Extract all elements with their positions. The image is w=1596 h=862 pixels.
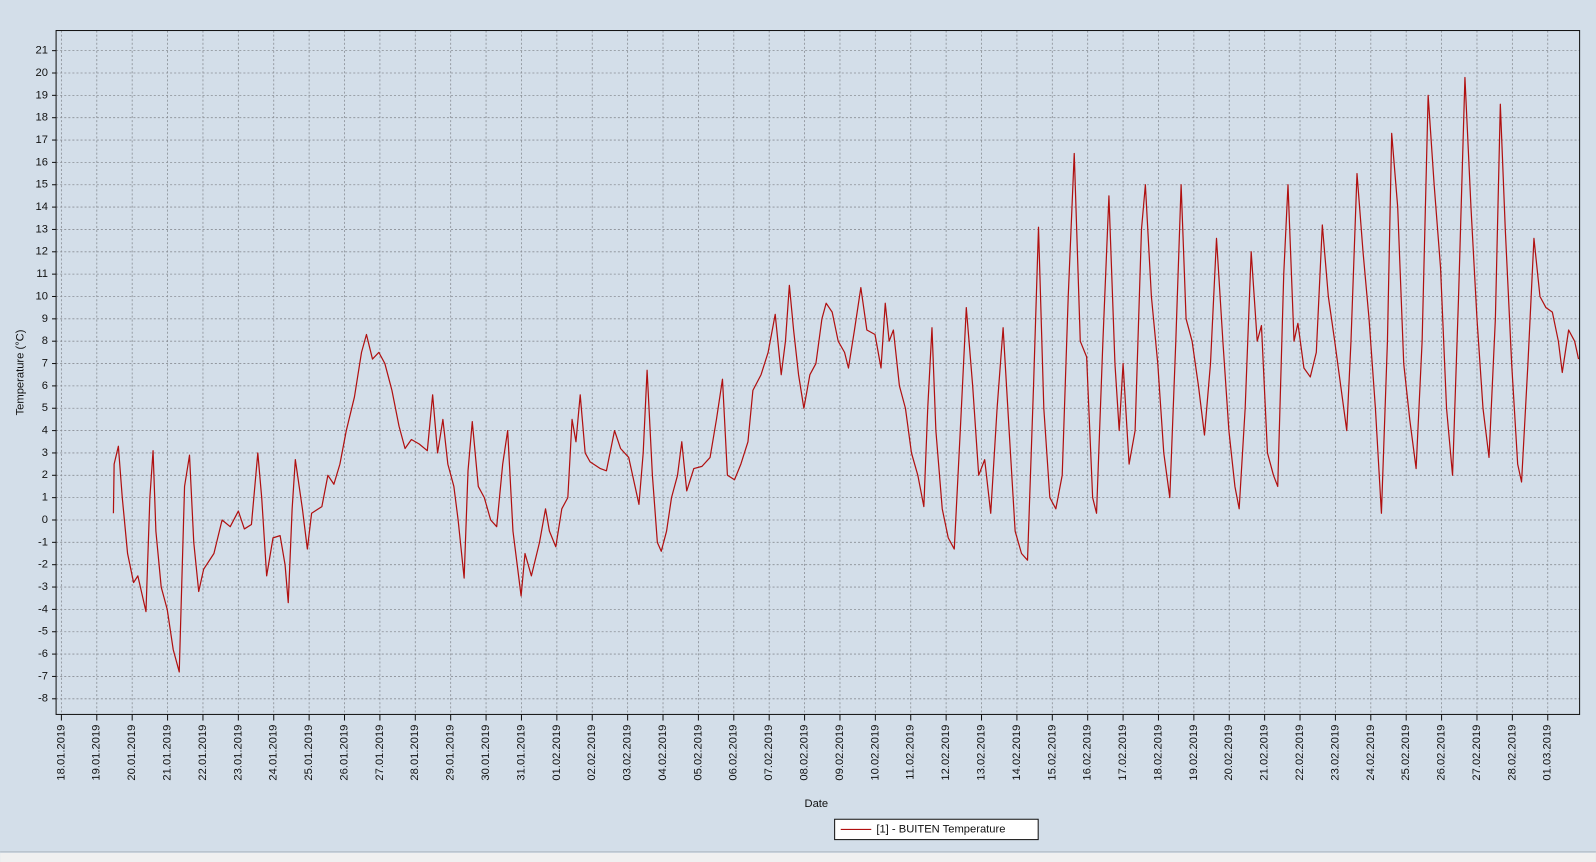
x-tick-label: 05.02.2019 [692,725,704,781]
x-tick-label: 13.02.2019 [975,725,987,781]
x-tick-label: 22.01.2019 [197,725,209,781]
x-tick-label: 19.02.2019 [1188,725,1200,781]
y-tick-label: 15 [35,179,47,191]
y-tick-label: 2 [42,469,48,481]
axis-labels: -8-7-6-5-4-3-2-1012345678910111213141516… [35,45,1553,781]
x-tick-label: 25.02.2019 [1400,725,1412,781]
x-tick-label: 26.01.2019 [338,725,350,781]
y-tick-label: 12 [35,246,47,258]
y-tick-label: 9 [42,313,48,325]
x-tick-label: 29.01.2019 [445,725,457,781]
x-axis-title: Date [804,798,828,810]
x-tick-label: 09.02.2019 [834,725,846,781]
legend: [1] - BUITEN Temperature [834,818,1039,841]
x-tick-label: 17.02.2019 [1117,725,1129,781]
x-tick-label: 28.01.2019 [409,725,421,781]
y-tick-label: 1 [42,492,48,504]
x-tick-label: 23.02.2019 [1329,725,1341,781]
x-tick-label: 19.01.2019 [91,725,103,781]
x-tick-label: 06.02.2019 [728,725,740,781]
x-tick-label: 24.02.2019 [1365,725,1377,781]
y-tick-label: 20 [35,67,47,79]
plot [112,76,1580,673]
x-tick-label: 24.01.2019 [268,725,280,781]
plot-frame [55,30,1581,715]
y-tick-label: 21 [35,45,47,57]
x-tick-label: 28.02.2019 [1506,725,1518,781]
x-tick-label: 23.01.2019 [232,725,244,781]
y-axis-title: Temperature (°C) [14,329,26,415]
x-tick-label: 27.02.2019 [1471,725,1483,781]
x-tick-label: 31.01.2019 [515,725,527,781]
y-tick-label: -5 [38,626,48,638]
x-tick-label: 21.01.2019 [162,725,174,781]
y-tick-label: 5 [42,402,48,414]
x-tick-label: 15.02.2019 [1046,725,1058,781]
x-tick-label: 18.02.2019 [1152,725,1164,781]
x-tick-label: 04.02.2019 [657,725,669,781]
y-tick-label: -4 [38,603,48,615]
y-tick-label: 7 [42,357,48,369]
x-tick-label: 20.01.2019 [126,725,138,781]
y-tick-label: -2 [38,559,48,571]
status-bar [0,852,1596,862]
x-tick-label: 08.02.2019 [799,725,811,781]
y-tick-label: 4 [42,425,48,437]
y-tick-label: 19 [35,89,47,101]
y-tick-label: -1 [38,536,48,548]
y-tick-label: 13 [35,223,47,235]
x-tick-label: 21.02.2019 [1259,725,1271,781]
x-tick-label: 10.02.2019 [869,725,881,781]
y-tick-label: 14 [35,201,47,213]
x-tick-label: 27.01.2019 [374,725,386,781]
x-tick-label: 02.02.2019 [586,725,598,781]
data-line [112,76,1580,673]
x-tick-label: 22.02.2019 [1294,725,1306,781]
y-tick-label: 17 [35,134,47,146]
x-tick-label: 18.01.2019 [55,725,67,781]
y-tick-label: 3 [42,447,48,459]
y-tick-label: 6 [42,380,48,392]
x-tick-label: 26.02.2019 [1436,725,1448,781]
x-tick-label: 01.03.2019 [1542,725,1554,781]
y-tick-label: 8 [42,335,48,347]
y-tick-label: -3 [38,581,48,593]
y-tick-label: -6 [38,648,48,660]
x-tick-label: 03.02.2019 [622,725,634,781]
x-tick-label: 30.01.2019 [480,725,492,781]
x-tick-label: 07.02.2019 [763,725,775,781]
x-tick-label: 20.02.2019 [1223,725,1235,781]
x-tick-label: 12.02.2019 [940,725,952,781]
y-tick-label: -8 [38,693,48,705]
x-tick-label: 25.01.2019 [303,725,315,781]
legend-label: [1] - BUITEN Temperature [876,823,1005,835]
y-tick-label: -7 [38,670,48,682]
x-tick-label: 01.02.2019 [551,725,563,781]
x-tick-label: 16.02.2019 [1082,725,1094,781]
y-tick-label: 11 [36,268,48,280]
grid [52,30,1580,721]
x-tick-label: 11.02.2019 [905,725,917,780]
y-tick-label: 16 [35,156,47,168]
y-tick-label: 18 [35,112,47,124]
x-tick-label: 14.02.2019 [1011,725,1023,781]
y-tick-label: 0 [42,514,48,526]
legend-box [834,818,1039,841]
y-tick-label: 10 [35,290,47,302]
